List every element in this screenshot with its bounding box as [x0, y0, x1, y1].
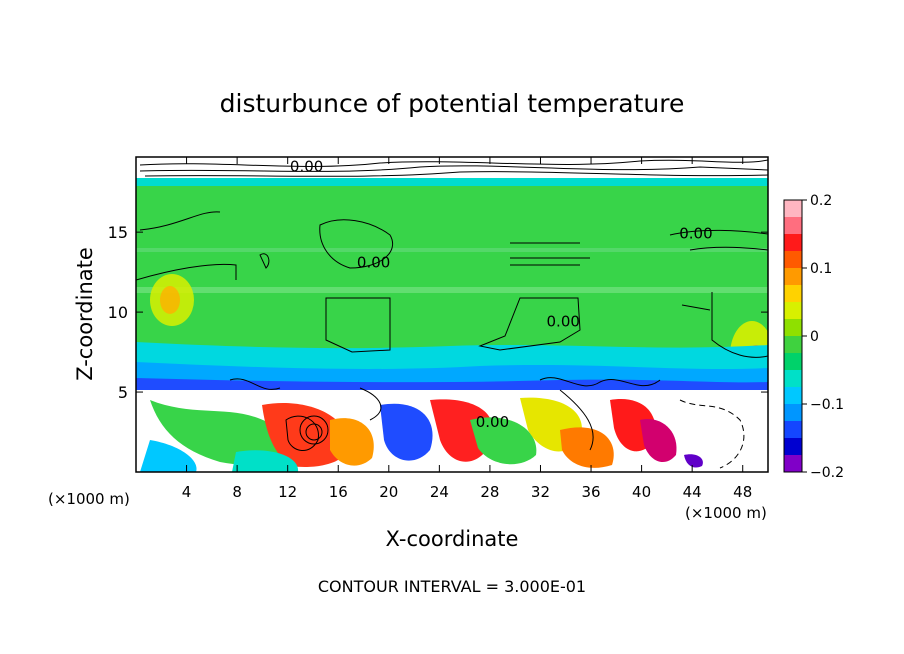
eddy-orange-1	[330, 418, 374, 466]
x-tick-label: 36	[581, 483, 600, 501]
x-tick-label: 12	[278, 483, 297, 501]
contour-interval-note: CONTOUR INTERVAL = 3.000E-01	[318, 577, 586, 596]
contour-upper-3	[669, 229, 768, 251]
colorbar-swatch	[784, 251, 802, 269]
x-unit-left: (×1000 m)	[48, 490, 130, 508]
contour-label: 0.00	[547, 312, 580, 330]
plot-area: 0.00 0.00 0.00 0.00 0.00	[136, 157, 768, 472]
colorbar-ticks: 0.2 0.1 0 −0.1 −0.2	[802, 193, 844, 481]
x-tick-label: 40	[632, 483, 651, 501]
contour-upper-1	[319, 219, 393, 269]
eddy-purple	[684, 454, 703, 468]
eddy-cyan	[232, 450, 299, 472]
chart-title: disturbunce of potential temperature	[220, 89, 685, 118]
x-tick-label: 32	[531, 483, 550, 501]
colorbar-tick-label: −0.2	[810, 465, 844, 481]
x-tick-label: 48	[733, 483, 752, 501]
eddy-orange-2	[560, 427, 614, 468]
x-axis-label: X-coordinate	[386, 527, 519, 551]
x-tick-label: 28	[480, 483, 499, 501]
upper-streak-2	[136, 248, 768, 252]
colorbar-swatch	[784, 319, 802, 337]
colorbar-swatch	[784, 404, 802, 422]
warm-patch-left-upper-core	[160, 286, 180, 314]
contour-box-2	[478, 297, 581, 351]
eddy-green-1	[150, 400, 286, 465]
x-axis-ticks: 4 8 12 16 20 24 28 32 36 40 44 48	[182, 157, 752, 501]
contour-left	[136, 211, 270, 281]
x-tick-label: 20	[379, 483, 398, 501]
colorbar-swatch	[784, 387, 802, 405]
colorbar-swatch	[784, 200, 802, 218]
cold-band-core	[136, 378, 768, 392]
colorbar-swatch	[784, 370, 802, 388]
colorbar-swatch	[784, 234, 802, 252]
eddy-blue-1	[380, 403, 433, 461]
contour-right	[681, 292, 768, 358]
colorbar-swatch	[784, 217, 802, 235]
contour-labels: 0.00 0.00 0.00 0.00 0.00	[290, 157, 713, 431]
contour-lower-mess	[229, 377, 661, 451]
colorbar-tick-label: −0.1	[810, 397, 844, 413]
y-axis-ticks: 5 10 15	[108, 223, 768, 402]
contour-label: 0.00	[476, 413, 509, 431]
colorbar-swatch	[784, 421, 802, 439]
colorbar-swatch	[784, 455, 802, 473]
colorbar-swatch	[784, 336, 802, 354]
top-contour-lines	[139, 159, 768, 177]
y-axis-label: Z-coordinate	[73, 247, 97, 381]
contour-label: 0.00	[679, 225, 712, 243]
colorbar	[784, 200, 802, 473]
contour-label: 0.00	[357, 253, 390, 271]
x-tick-label: 16	[329, 483, 348, 501]
colorbar-swatch	[784, 302, 802, 320]
y-tick-label: 15	[108, 223, 128, 242]
colorbar-swatch	[784, 353, 802, 371]
contour-label: 0.00	[290, 157, 323, 175]
colorbar-tick-label: 0	[810, 329, 819, 345]
eddy-blue-2	[140, 440, 197, 472]
y-tick-label: 5	[118, 383, 128, 402]
contour-dashed	[679, 399, 745, 469]
contour-upper-2	[510, 242, 590, 266]
colorbar-tick-label: 0.1	[810, 261, 832, 277]
contour-box-1	[325, 297, 391, 353]
contour-vortex	[299, 415, 329, 445]
y-tick-label: 10	[108, 303, 128, 322]
x-tick-label: 4	[182, 483, 192, 501]
eddy-magenta	[640, 419, 677, 463]
colorbar-swatch	[784, 268, 802, 286]
eddy-green-2	[470, 417, 537, 465]
x-tick-label: 44	[683, 483, 702, 501]
x-tick-label: 24	[430, 483, 449, 501]
plot-frame	[135, 156, 769, 473]
top-cyan-band	[136, 178, 768, 186]
colorbar-tick-label: 0.2	[810, 193, 832, 209]
x-unit-right: (×1000 m)	[685, 504, 767, 522]
x-tick-label: 8	[232, 483, 242, 501]
upper-streak	[136, 287, 768, 293]
colorbar-swatch	[784, 285, 802, 303]
colorbar-swatch	[784, 438, 802, 456]
